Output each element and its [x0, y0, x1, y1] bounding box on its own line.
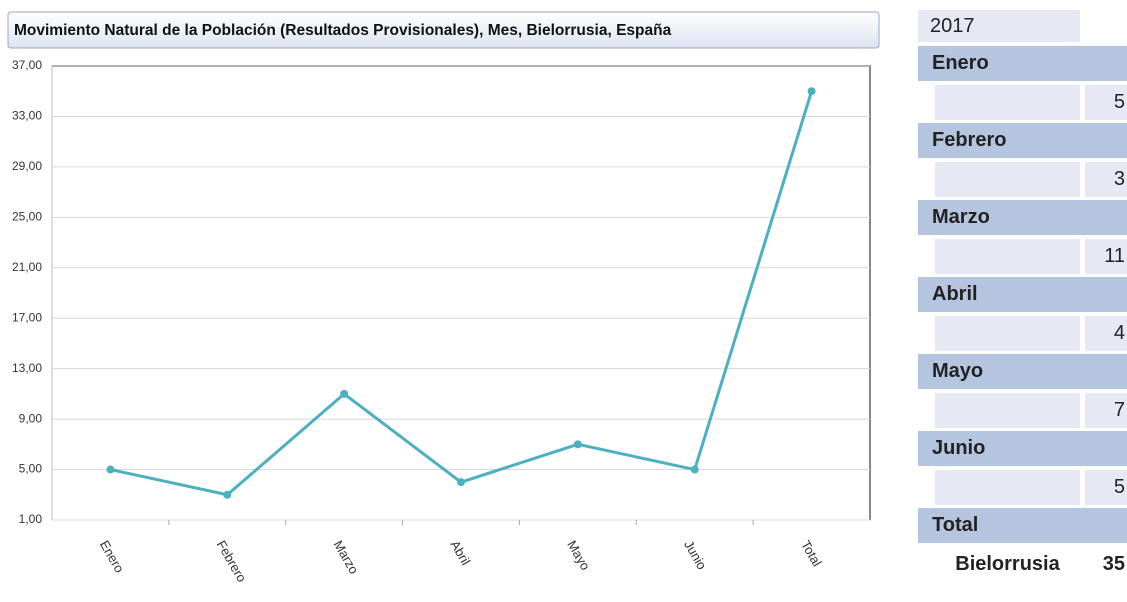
point — [457, 478, 465, 487]
row-value: 5 — [1085, 84, 1127, 120]
year-header: 2017 — [918, 10, 1080, 42]
row-value: 35 — [1102, 552, 1125, 575]
x-tick-label: Enero — [97, 538, 127, 576]
y-tick-label: 1,00 — [19, 512, 43, 526]
row-value: 7 — [1085, 392, 1127, 428]
point — [340, 389, 349, 398]
row-label — [935, 392, 1080, 428]
x-tick-label: Total — [798, 538, 825, 569]
row-header: Marzo — [918, 200, 1127, 235]
point — [807, 87, 816, 96]
chart-title: Movimiento Natural de la Población (Resu… — [14, 22, 672, 39]
row-label — [935, 469, 1080, 505]
row-label — [935, 238, 1080, 274]
y-tick-label: 25,00 — [12, 210, 42, 224]
row-header: Mayo — [918, 354, 1127, 389]
row-header: Enero — [918, 46, 1127, 81]
x-tick-label: Marzo — [331, 538, 362, 577]
x-tick-label: Mayo — [564, 538, 593, 573]
y-tick-label: 5,00 — [19, 462, 43, 476]
y-tick-label: 33,00 — [12, 109, 42, 123]
row-label — [935, 161, 1080, 197]
plot-area — [51, 65, 871, 521]
row-header: Junio — [918, 431, 1127, 466]
row-label — [935, 315, 1080, 351]
y-tick-label: 21,00 — [12, 260, 42, 274]
chart: Movimiento Natural de la Población (Resu… — [7, 11, 880, 585]
row-value: 4 — [1085, 315, 1127, 351]
title-box — [7, 11, 880, 49]
row-header: Febrero — [918, 123, 1127, 158]
y-tick-label: 13,00 — [12, 361, 42, 375]
y-tick-label: 29,00 — [12, 159, 42, 173]
y-tick-label: 17,00 — [12, 310, 42, 324]
row-header: Total — [918, 508, 1127, 543]
row-value: 5 — [1085, 469, 1127, 505]
x-tick-label: Abril — [447, 538, 473, 568]
x-tick-label: Junio — [681, 538, 710, 572]
y-tick-label: 37,00 — [12, 58, 42, 72]
point — [573, 440, 582, 449]
row-value: 11 — [1085, 238, 1127, 274]
row-label — [935, 84, 1080, 120]
row-label: Bielorrusia — [955, 552, 1060, 575]
x-tick-label: Febrero — [214, 538, 250, 585]
point — [106, 465, 115, 474]
point — [223, 490, 232, 499]
row-header: Abril — [918, 277, 1127, 312]
y-tick-label: 9,00 — [19, 411, 43, 425]
point — [690, 465, 699, 474]
row-value: 3 — [1085, 161, 1127, 197]
